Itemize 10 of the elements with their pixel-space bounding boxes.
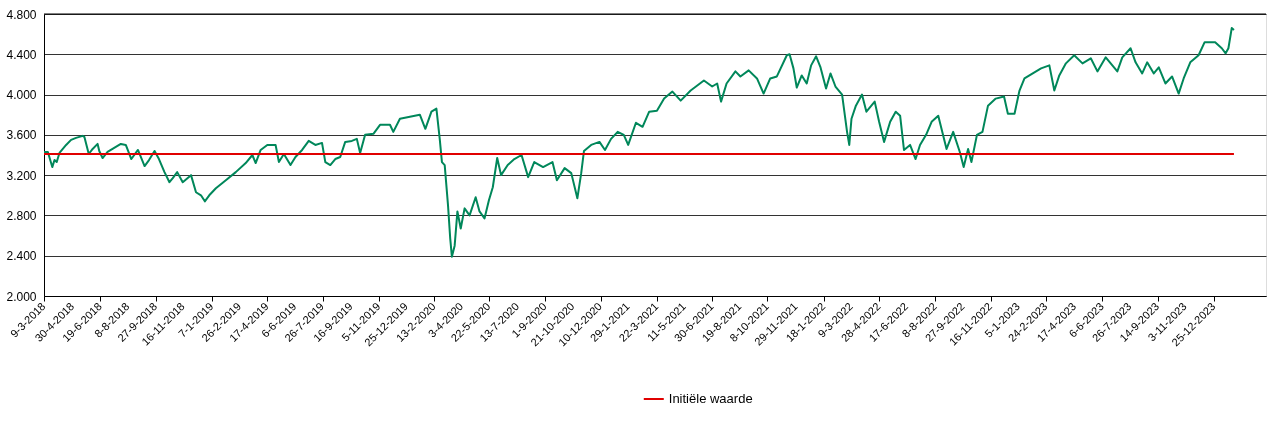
line-series xyxy=(43,27,1235,258)
y-tick-label: 2.000 xyxy=(6,289,37,304)
y-tick-label: 3.200 xyxy=(6,168,37,183)
legend-label: Initiële waarde xyxy=(668,391,753,406)
y-tick-label: 2.400 xyxy=(6,249,37,264)
y-tick-label: 3.600 xyxy=(6,128,37,143)
y-tick-label: 2.800 xyxy=(6,208,37,223)
y-tick-label: 4.800 xyxy=(6,7,37,22)
y-tick-label: 4.000 xyxy=(6,88,37,103)
y-tick-label: 4.400 xyxy=(6,47,37,62)
